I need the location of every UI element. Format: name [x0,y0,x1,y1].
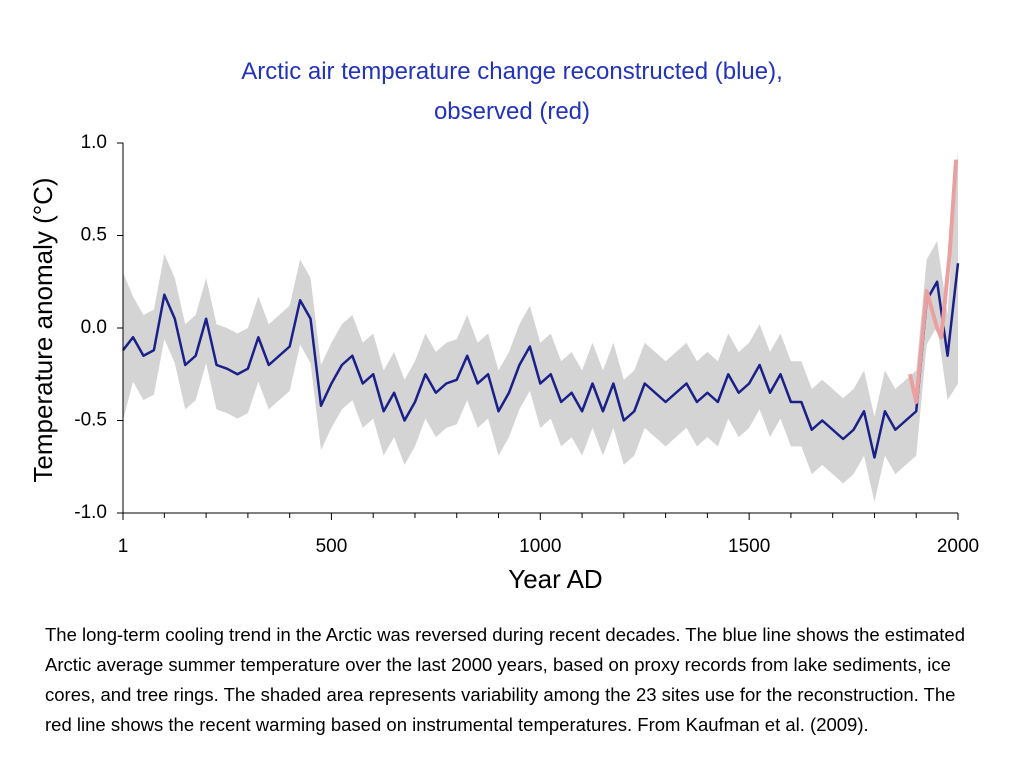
x-axis-label: Year AD [508,564,602,594]
chart-title: Arctic air temperature change reconstruc… [241,58,783,125]
y-tick-label: -0.5 [74,410,107,431]
observed-line [908,159,958,404]
y-tick-label: 1.0 [81,132,107,153]
y-tick-label: 0.5 [81,225,107,246]
caption: The long-term cooling trend in the Arcti… [45,624,966,735]
y-tick-label: -1.0 [74,502,107,523]
variability-band [123,152,958,502]
y-axis-label: Temperature anomaly (°C) [28,177,58,482]
x-tick-label: 2000 [937,536,979,557]
y-tick-label: 0.0 [81,317,107,338]
x-tick-label: 1 [118,536,129,557]
x-tick-label: 1500 [728,536,770,557]
reconstructed-line [122,263,960,459]
x-tick-label: 1000 [519,536,561,557]
x-tick-label: 500 [316,536,348,557]
